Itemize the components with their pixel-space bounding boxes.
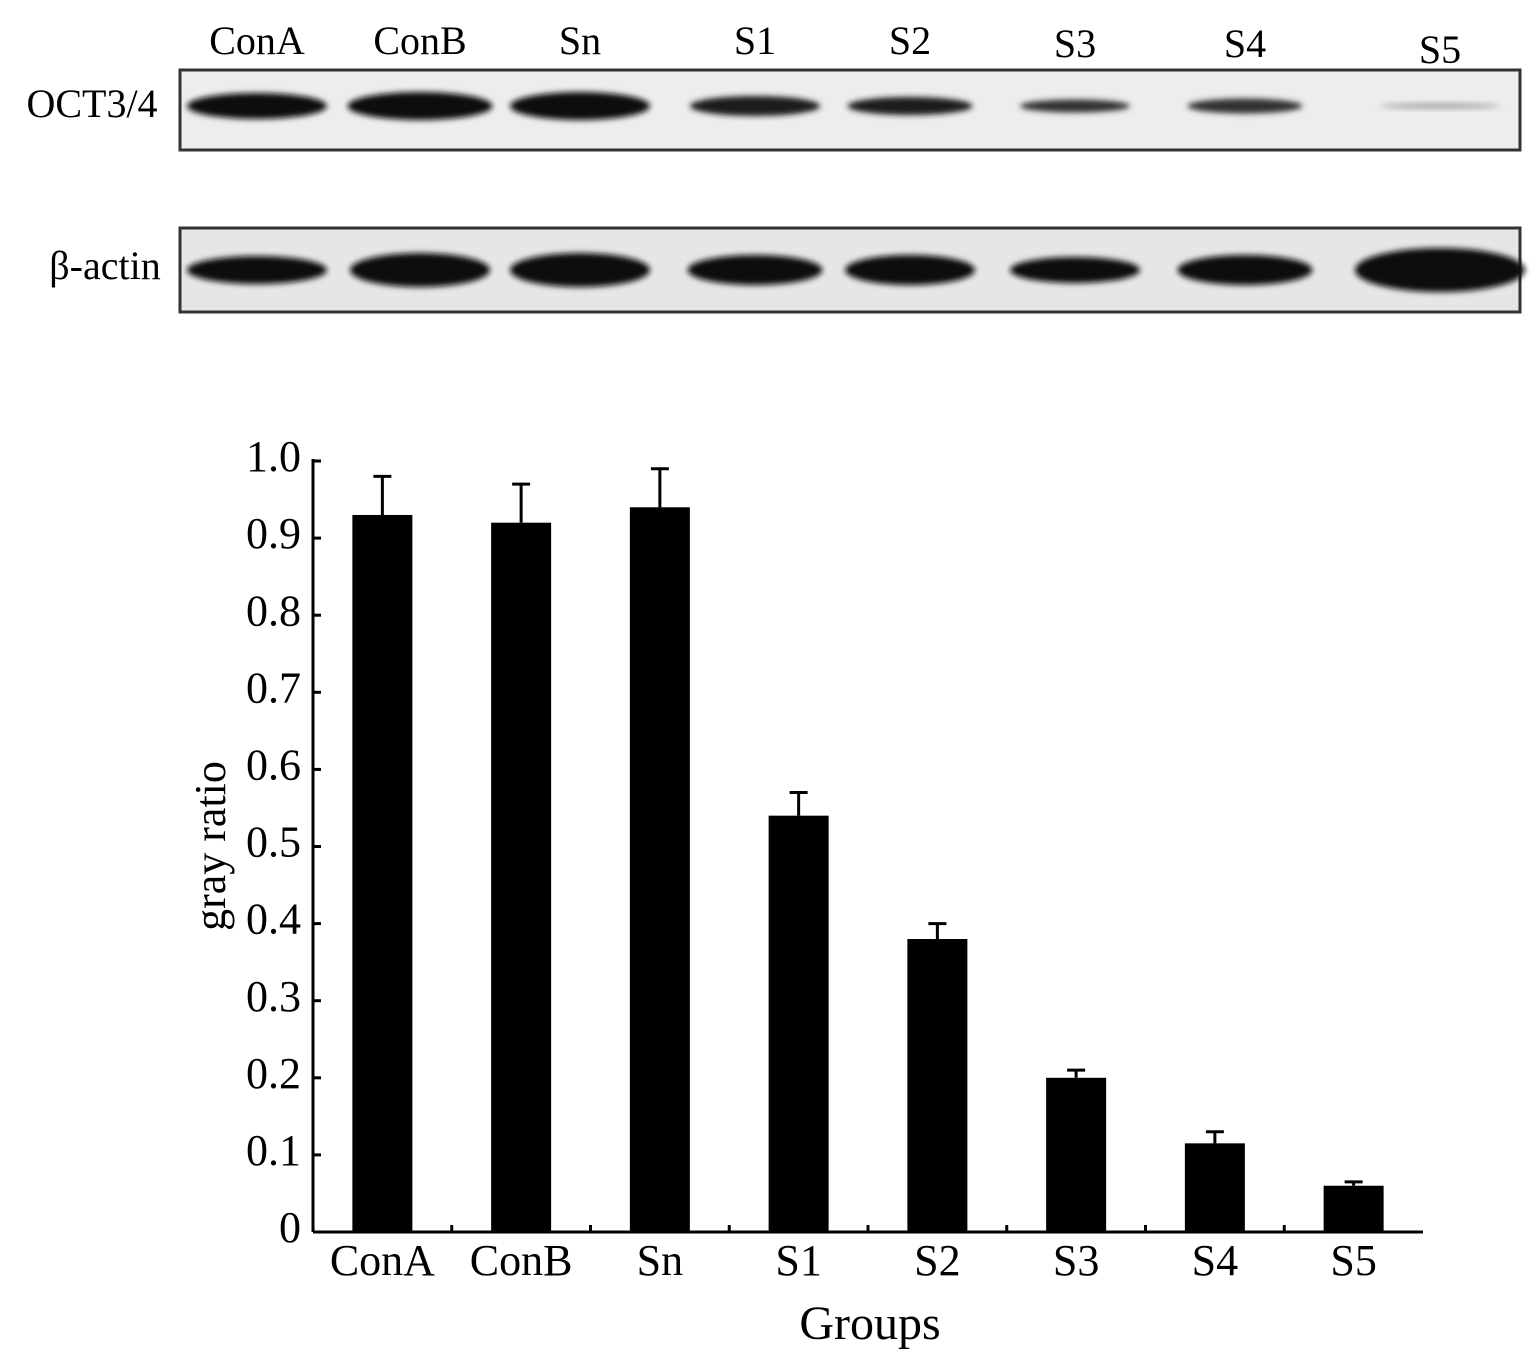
error-bar [928, 922, 947, 940]
bar [768, 815, 829, 1232]
y-tick-label: 0.2 [246, 1049, 301, 1098]
lane-label: S4 [1224, 21, 1266, 66]
blot-band [187, 93, 327, 119]
lane-label: S3 [1054, 21, 1096, 66]
blot-band [1187, 98, 1303, 114]
x-tick-label: Sn [637, 1236, 683, 1285]
y-tick-label: 0.5 [246, 818, 301, 867]
lane-label: ConA [209, 18, 305, 63]
blot-band [347, 92, 493, 120]
error-bar [1344, 1180, 1363, 1186]
bar [352, 514, 413, 1232]
chart: gray ratio Groups 0 0.1 0.2 0.3 0.4 0.5 0.6 0.7… [186, 432, 1423, 1350]
blot-band [1380, 103, 1500, 109]
error-bar [789, 791, 808, 816]
row-label: β-actin [49, 243, 160, 288]
bar [629, 507, 690, 1232]
x-tick-label: S3 [1053, 1236, 1099, 1285]
blot-panel: OCT3/4 β-actin [26, 68, 1522, 314]
error-bar [1067, 1068, 1086, 1078]
y-tick-label: 0.7 [246, 663, 301, 712]
y-tick-label: 0.3 [246, 972, 301, 1021]
y-tick-label: 0.8 [246, 586, 301, 635]
bar [1323, 1185, 1384, 1232]
error-bar [373, 474, 392, 515]
x-tick-label: ConB [470, 1236, 573, 1285]
bar [491, 522, 552, 1232]
row-label: OCT3/4 [26, 81, 157, 126]
blot-band [510, 253, 650, 287]
y-tick-label: 1.0 [246, 432, 301, 481]
blot-lanes: ConA ConB Sn S1 S2 S3 S4 S5 [187, 18, 1525, 292]
lane-label: Sn [559, 18, 601, 63]
lane-label: S1 [734, 18, 776, 63]
lane-label: S5 [1419, 27, 1461, 72]
blot-band [1020, 99, 1130, 113]
x-tick-label: S4 [1192, 1236, 1238, 1285]
x-tick-label: S5 [1330, 1236, 1376, 1285]
bar [907, 939, 968, 1232]
blot-band [847, 97, 973, 115]
blot-band [350, 253, 490, 287]
blot-band [845, 255, 975, 285]
lane-label: S2 [889, 18, 931, 63]
error-bar [512, 482, 531, 523]
y-tick-label: 0 [279, 1203, 301, 1252]
blot-band [1010, 257, 1140, 283]
blot-band [187, 256, 327, 284]
y-axis-label: gray ratio [186, 761, 235, 931]
x-tick-label: S1 [775, 1236, 821, 1285]
bar [1046, 1077, 1107, 1232]
x-axis-label: Groups [799, 1297, 940, 1350]
lane-label: ConB [373, 18, 466, 63]
x-tick-label: S2 [914, 1236, 960, 1285]
x-tick-label: ConA [330, 1236, 435, 1285]
y-tick-label: 0.6 [246, 740, 301, 789]
blot-band [690, 96, 820, 116]
blot-band [1355, 248, 1525, 292]
bar [1184, 1143, 1245, 1232]
y-tick-label: 0.1 [246, 1126, 301, 1175]
error-bar [650, 467, 669, 508]
y-tick-label: 0.4 [246, 895, 301, 944]
blot-band [687, 255, 823, 285]
blot-band [1177, 255, 1313, 285]
blot-band [510, 92, 650, 120]
error-bar [1205, 1130, 1224, 1144]
y-tick-label: 0.9 [246, 509, 301, 558]
